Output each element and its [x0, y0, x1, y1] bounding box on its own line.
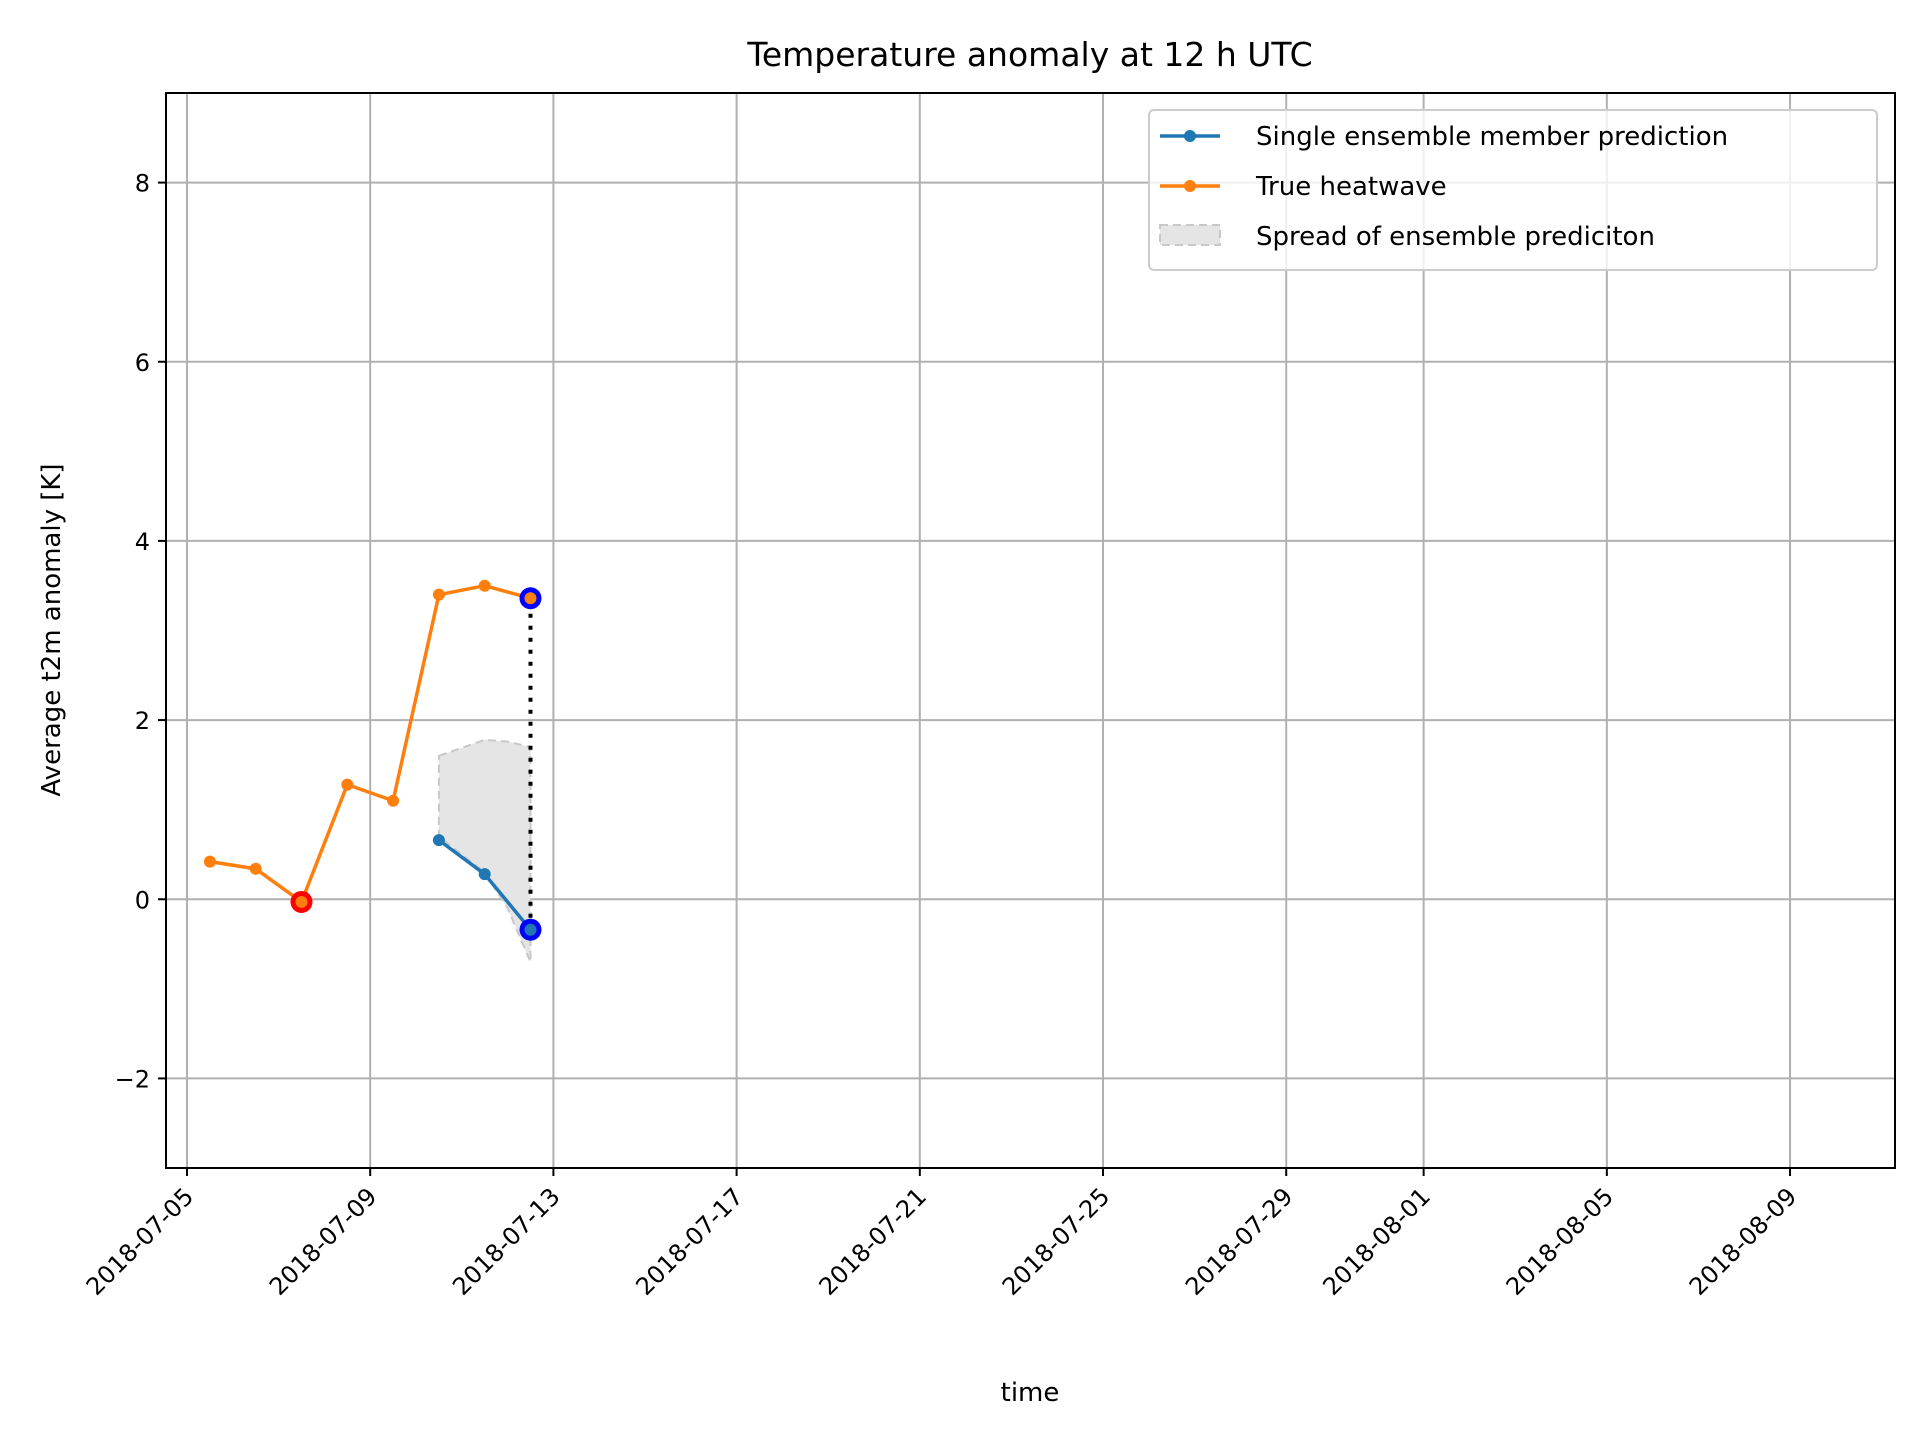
data-point-true-heatwave [249, 862, 262, 875]
legend-label-ensemble-member: Single ensemble member prediction [1256, 122, 1728, 152]
series [203, 579, 537, 936]
data-point-true-heatwave [432, 588, 445, 601]
highlight-inner-point [524, 592, 537, 605]
legend-box [1148, 109, 1878, 271]
y-tick-label: 4 [135, 528, 150, 556]
data-point-true-heatwave [341, 778, 354, 791]
data-point-ensemble-member [432, 834, 445, 847]
highlight-inner-point [524, 923, 537, 936]
y-tick-label: 2 [135, 707, 150, 735]
legend-entry-true-heatwave: True heatwave [1160, 172, 1447, 202]
y-tick-label: −2 [115, 1065, 150, 1093]
spread-area [437, 738, 532, 963]
legend-swatch-spread [1159, 224, 1221, 246]
series-line-true-heatwave [208, 583, 533, 904]
spread-polygon [437, 738, 532, 963]
x-axis-label: time [1001, 1378, 1060, 1408]
highlight-inner-point [295, 895, 308, 908]
data-point-ensemble-member [478, 868, 491, 881]
chart-title: Temperature anomaly at 12 h UTC [746, 35, 1312, 74]
legend-marker-ensemble-member [1184, 130, 1196, 142]
y-tick-label: 6 [135, 349, 150, 377]
legend-label-spread: Spread of ensemble prediciton [1256, 222, 1655, 252]
data-point-true-heatwave [478, 579, 491, 592]
plot-frame [165, 92, 1896, 1169]
data-point-true-heatwave [203, 855, 216, 868]
legend: Single ensemble member prediction True h… [1148, 109, 1878, 271]
legend-entry-spread: Spread of ensemble prediciton [1159, 222, 1655, 252]
legend-label-true-heatwave: True heatwave [1255, 172, 1447, 202]
grid [166, 93, 1895, 1168]
legend-marker-true-heatwave [1184, 180, 1196, 192]
y-tick-label: 0 [135, 886, 150, 914]
highlight-markers [290, 587, 542, 941]
data-point-true-heatwave [387, 794, 400, 807]
y-axis: −2 0 2 4 6 8 [115, 170, 166, 1093]
y-axis-label: Average t2m anomaly [K] [37, 463, 67, 796]
y-tick-label: 8 [135, 170, 150, 198]
legend-entry-ensemble-member: Single ensemble member prediction [1160, 122, 1728, 152]
